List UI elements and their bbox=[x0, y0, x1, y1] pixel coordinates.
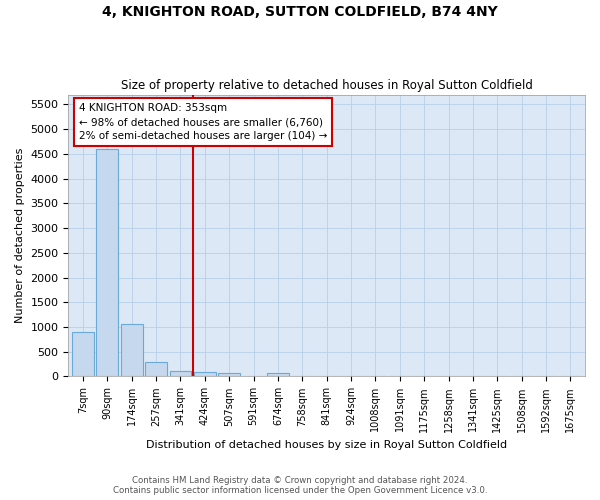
Text: Contains HM Land Registry data © Crown copyright and database right 2024.
Contai: Contains HM Land Registry data © Crown c… bbox=[113, 476, 487, 495]
Bar bbox=[194, 372, 216, 376]
Bar bbox=[145, 362, 167, 376]
Text: 4 KNIGHTON ROAD: 353sqm
← 98% of detached houses are smaller (6,760)
2% of semi-: 4 KNIGHTON ROAD: 353sqm ← 98% of detache… bbox=[79, 103, 327, 141]
Text: 4, KNIGHTON ROAD, SUTTON COLDFIELD, B74 4NY: 4, KNIGHTON ROAD, SUTTON COLDFIELD, B74 … bbox=[102, 5, 498, 19]
Bar bbox=[72, 332, 94, 376]
Bar bbox=[97, 149, 118, 376]
X-axis label: Distribution of detached houses by size in Royal Sutton Coldfield: Distribution of detached houses by size … bbox=[146, 440, 507, 450]
Title: Size of property relative to detached houses in Royal Sutton Coldfield: Size of property relative to detached ho… bbox=[121, 79, 533, 92]
Bar bbox=[121, 324, 143, 376]
Bar bbox=[218, 374, 240, 376]
Bar bbox=[267, 374, 289, 376]
Y-axis label: Number of detached properties: Number of detached properties bbox=[15, 148, 25, 323]
Bar bbox=[170, 372, 191, 376]
